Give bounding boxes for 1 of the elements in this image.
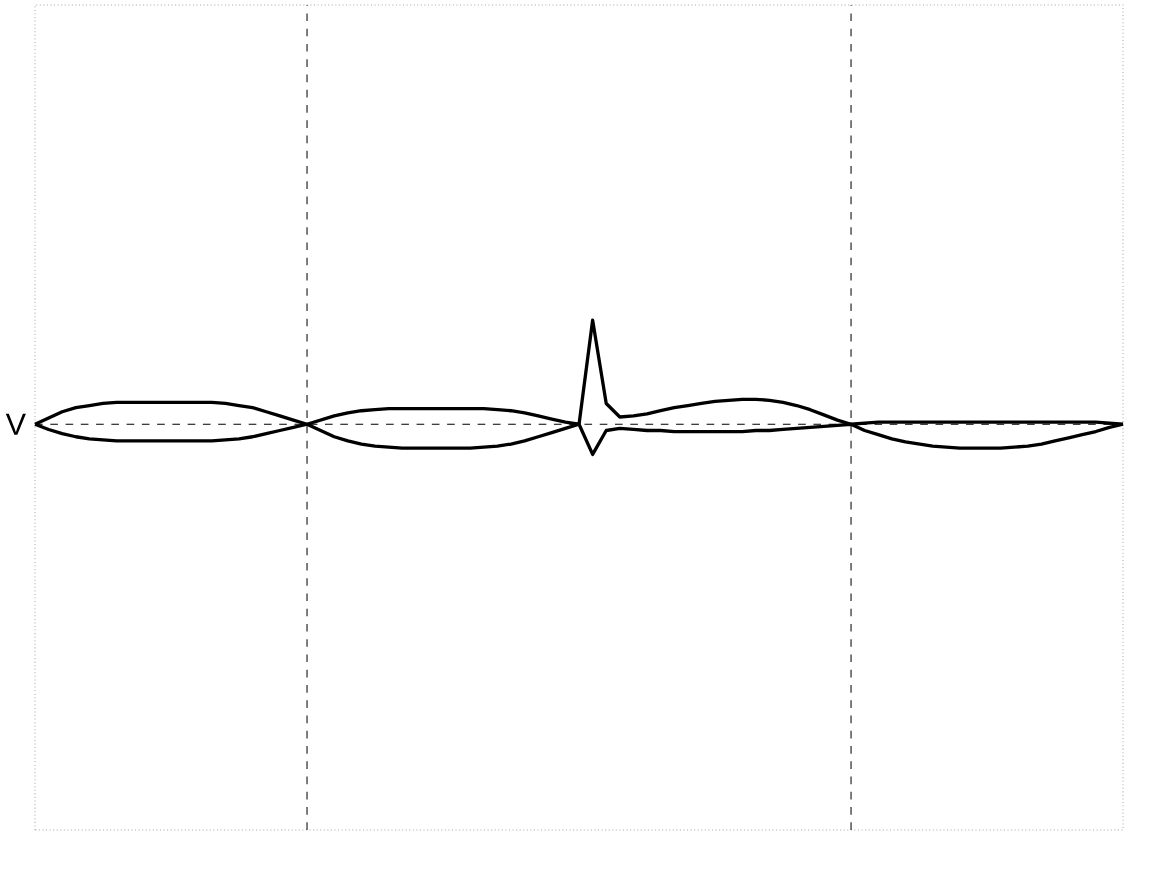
y-axis-title: V [5, 413, 26, 435]
